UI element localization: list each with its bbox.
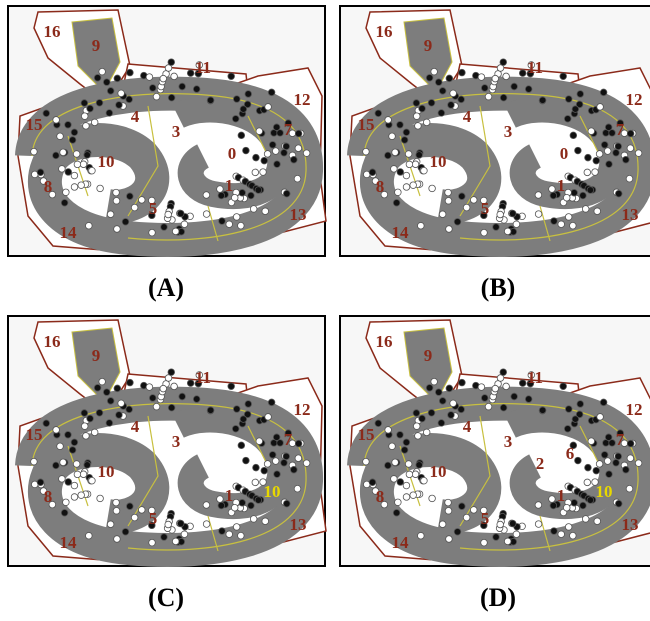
region-label: 9 bbox=[92, 36, 101, 55]
region-label: 6 bbox=[566, 444, 575, 463]
region-label: 7 bbox=[284, 120, 293, 139]
region-label: 4 bbox=[131, 107, 140, 126]
region-label: 12 bbox=[626, 90, 643, 109]
region-label: 7 bbox=[616, 430, 625, 449]
region-label: 1 bbox=[225, 486, 234, 505]
region-label: 15 bbox=[358, 425, 375, 444]
region-label: 3 bbox=[172, 432, 181, 451]
region-label: 15 bbox=[26, 425, 43, 444]
region-label: 10 bbox=[596, 482, 613, 501]
region-label: 5 bbox=[481, 199, 490, 218]
region-label: 13 bbox=[622, 515, 639, 534]
panel-map bbox=[8, 316, 326, 566]
panel-map bbox=[8, 6, 326, 256]
region-label: 10 bbox=[264, 482, 281, 501]
panel: 16 9 11 12 15 4 3 7 10 2 6 1 10 8 5 13 14 bbox=[340, 316, 650, 566]
region-label: 4 bbox=[463, 417, 472, 436]
region-label: 5 bbox=[149, 199, 158, 218]
region-label: 3 bbox=[172, 122, 181, 141]
panel-caption: (D) bbox=[480, 583, 516, 612]
region-label: 8 bbox=[44, 177, 53, 196]
region-label: 16 bbox=[376, 22, 393, 41]
region-label: 1 bbox=[557, 176, 566, 195]
region-label: 16 bbox=[376, 332, 393, 351]
region-label: 12 bbox=[294, 90, 311, 109]
region-label: 11 bbox=[527, 58, 543, 77]
region-label: 3 bbox=[504, 122, 513, 141]
region-label: 4 bbox=[131, 417, 140, 436]
region-label: 1 bbox=[557, 486, 566, 505]
region-label: 11 bbox=[195, 368, 211, 387]
region-label: 8 bbox=[376, 487, 385, 506]
region-label: 16 bbox=[44, 22, 61, 41]
region-label: 14 bbox=[60, 223, 78, 242]
region-label: 10 bbox=[430, 152, 447, 171]
panel-map bbox=[340, 6, 650, 256]
region-label: 7 bbox=[616, 120, 625, 139]
region-label: 4 bbox=[463, 107, 472, 126]
region-label: 15 bbox=[26, 115, 43, 134]
region-label: 11 bbox=[195, 58, 211, 77]
region-label: 13 bbox=[622, 205, 639, 224]
region-label: 0 bbox=[228, 144, 237, 163]
region-label: 10 bbox=[98, 462, 115, 481]
region-label: 2 bbox=[536, 454, 545, 473]
region-label: 15 bbox=[358, 115, 375, 134]
region-label: 12 bbox=[294, 400, 311, 419]
region-label: 7 bbox=[284, 430, 293, 449]
panel: 16 9 11 12 15 4 3 7 10 1 10 8 5 13 14 bbox=[8, 316, 326, 566]
region-label: 10 bbox=[430, 462, 447, 481]
panel-caption: (B) bbox=[481, 273, 516, 302]
region-label: 11 bbox=[527, 368, 543, 387]
panel-caption: (A) bbox=[148, 273, 184, 302]
region-label: 10 bbox=[98, 152, 115, 171]
region-label: 8 bbox=[44, 487, 53, 506]
region-label: 5 bbox=[481, 509, 490, 528]
panel-caption: (C) bbox=[148, 583, 184, 612]
region-label: 9 bbox=[92, 346, 101, 365]
region-label: 13 bbox=[290, 515, 307, 534]
region-label: 9 bbox=[424, 346, 433, 365]
region-label: 1 bbox=[225, 176, 234, 195]
panel-map bbox=[340, 316, 650, 566]
region-label: 3 bbox=[504, 432, 513, 451]
region-label: 12 bbox=[626, 400, 643, 419]
region-label: 14 bbox=[392, 223, 410, 242]
region-label: 14 bbox=[392, 533, 410, 552]
region-label: 13 bbox=[290, 205, 307, 224]
region-label: 9 bbox=[424, 36, 433, 55]
region-label: 5 bbox=[149, 509, 158, 528]
region-label: 14 bbox=[60, 533, 78, 552]
region-label: 8 bbox=[376, 177, 385, 196]
region-label: 0 bbox=[560, 144, 569, 163]
region-label: 16 bbox=[44, 332, 61, 351]
figure: 1691112154371008151314(A)169111215437100… bbox=[0, 0, 650, 616]
